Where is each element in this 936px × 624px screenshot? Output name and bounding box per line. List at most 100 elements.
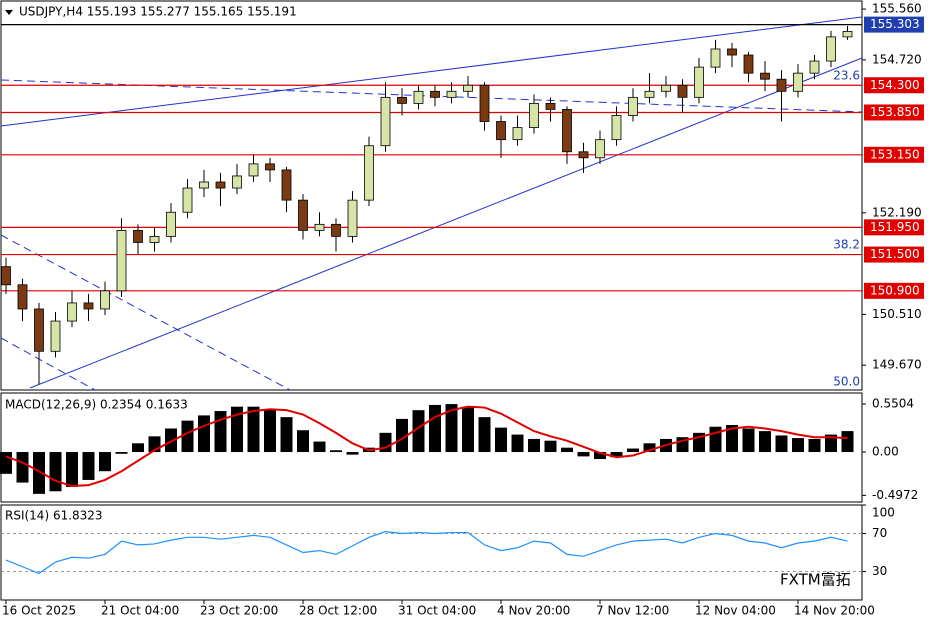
signal-line bbox=[5, 405, 848, 488]
level-label-box bbox=[864, 246, 924, 263]
trendline bbox=[0, 337, 96, 391]
level-label: 151.950 bbox=[870, 220, 920, 234]
candle-body bbox=[298, 199, 308, 231]
y-tick-label: 0.5504 bbox=[872, 397, 914, 411]
x-tick-label: 23 Oct 20:00 bbox=[200, 604, 278, 618]
macd-bar bbox=[396, 418, 408, 453]
y-tick-label: 70 bbox=[872, 526, 887, 540]
macd-bar bbox=[594, 452, 606, 460]
macd-bar bbox=[610, 452, 623, 458]
macd-bar bbox=[726, 424, 738, 453]
candle-body bbox=[743, 54, 754, 74]
macd-bar bbox=[115, 452, 128, 454]
candle-body bbox=[149, 236, 160, 243]
level-label: 151.500 bbox=[870, 247, 920, 261]
candle-body bbox=[17, 284, 28, 310]
candle-body bbox=[67, 302, 77, 322]
candle-body bbox=[116, 229, 127, 292]
macd-bar bbox=[528, 438, 540, 453]
candle-body bbox=[331, 223, 341, 237]
candle-body bbox=[529, 102, 539, 128]
y-tick-label: 152.190 bbox=[872, 205, 922, 219]
macd-bar bbox=[33, 452, 45, 494]
macd-bar bbox=[66, 452, 78, 487]
y-tick-label: 155.560 bbox=[872, 2, 922, 16]
y-tick-label: 30 bbox=[872, 564, 887, 578]
level-label-box bbox=[864, 77, 924, 94]
level-label: 150.900 bbox=[870, 283, 920, 297]
macd-bar bbox=[181, 420, 194, 453]
fib-label: 38.2 bbox=[833, 238, 860, 252]
x-tick-label: 7 Nov 12:00 bbox=[596, 604, 669, 618]
candle-body bbox=[809, 60, 820, 74]
candle-body bbox=[364, 145, 374, 201]
watermark: FXTM富拓 bbox=[780, 571, 851, 589]
level-label: 154.300 bbox=[870, 78, 920, 92]
candle-body bbox=[661, 84, 671, 92]
level-label-box bbox=[864, 146, 924, 163]
level-label-box bbox=[864, 16, 924, 33]
macd-bar bbox=[412, 410, 425, 453]
rsi-title: RSI(14) 61.8323 bbox=[5, 509, 103, 523]
macd-bar bbox=[742, 428, 755, 453]
y-tick-label: 0.00 bbox=[872, 445, 899, 459]
candle-body bbox=[397, 96, 407, 104]
macd-bar bbox=[198, 415, 210, 453]
chart-title: USDJPY,H4 155.193 155.277 155.165 155.19… bbox=[19, 5, 297, 19]
fib-label: 50.0 bbox=[833, 375, 860, 389]
macd-bar bbox=[264, 409, 276, 453]
candle-body bbox=[100, 290, 110, 310]
level-label: 153.850 bbox=[870, 105, 920, 119]
x-tick-label: 28 Oct 12:00 bbox=[299, 604, 377, 618]
menu-arrow bbox=[5, 10, 13, 15]
level-label-box bbox=[864, 219, 924, 236]
candle-body bbox=[644, 90, 655, 98]
candle-body bbox=[578, 151, 589, 159]
x-tick-label: 16 Oct 2025 bbox=[2, 604, 76, 618]
candle-body bbox=[215, 181, 226, 189]
macd-bar bbox=[577, 452, 590, 457]
macd-bar bbox=[759, 431, 771, 453]
macd-frame bbox=[0, 392, 863, 503]
macd-bar bbox=[49, 452, 62, 492]
trendline bbox=[0, 16, 863, 127]
candle-body bbox=[677, 84, 688, 98]
macd-bar bbox=[643, 443, 656, 453]
macd-bar bbox=[297, 430, 309, 453]
level-label: 153.150 bbox=[870, 147, 920, 161]
candle-body bbox=[248, 163, 259, 177]
x-tick-label: 21 Oct 04:00 bbox=[101, 604, 179, 618]
candle-body bbox=[314, 223, 325, 231]
candle-body bbox=[479, 84, 490, 122]
macd-bar bbox=[495, 427, 507, 453]
macd-bar bbox=[825, 434, 837, 453]
level-label: 155.303 bbox=[870, 17, 920, 31]
macd-bar bbox=[478, 417, 491, 453]
candle-body bbox=[232, 175, 242, 189]
macd-bar bbox=[313, 441, 326, 453]
candle-body bbox=[166, 211, 176, 237]
candle-body bbox=[413, 90, 424, 104]
candle-body bbox=[265, 163, 275, 171]
candle-body bbox=[727, 48, 737, 56]
macd-bar bbox=[445, 404, 458, 453]
candle-body bbox=[760, 72, 770, 80]
macd-bar bbox=[511, 434, 524, 453]
candle-body bbox=[496, 121, 506, 141]
macd-bar bbox=[841, 431, 854, 453]
candle-body bbox=[347, 199, 358, 237]
macd-bar bbox=[0, 452, 12, 474]
level-label-box bbox=[864, 104, 924, 121]
macd-bar bbox=[429, 404, 441, 453]
candle-body bbox=[380, 96, 391, 147]
macd-bar bbox=[709, 426, 722, 453]
y-tick-label: 149.670 bbox=[872, 358, 922, 372]
candle-body bbox=[694, 66, 704, 98]
candle-body bbox=[776, 78, 787, 92]
macd-bar bbox=[280, 417, 293, 453]
fib-label: 23.6 bbox=[833, 69, 860, 83]
macd-bar bbox=[627, 448, 639, 453]
macd-bar bbox=[132, 443, 144, 453]
macd-bar bbox=[792, 438, 804, 453]
